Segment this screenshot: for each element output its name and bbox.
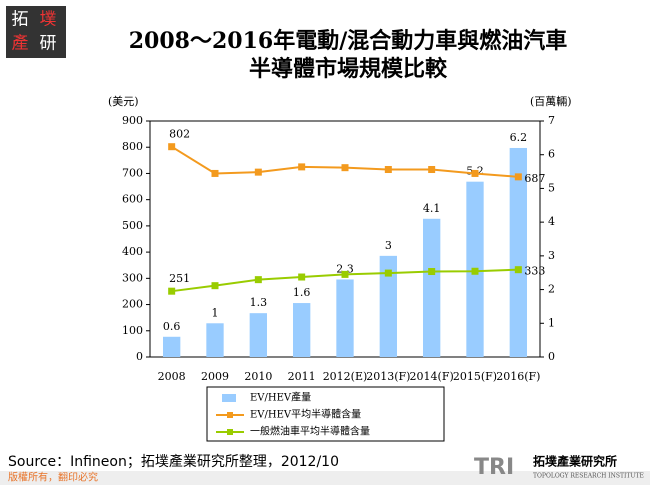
bar (293, 303, 311, 357)
point-label: 251 (169, 272, 190, 285)
logo-char: 產 (12, 34, 29, 54)
legend-label: EV/HEV產量 (250, 391, 311, 404)
bar (509, 147, 527, 357)
footer-bar (0, 471, 650, 485)
x-tick-label: 2016(F) (496, 370, 540, 383)
source: Source：Infineon；拓墣產業研究所整理，2012/10 (8, 453, 339, 470)
brand-name: 拓墣產業研究所 (533, 454, 617, 469)
chart-title: 半導體市場規模比較 (249, 56, 448, 82)
bar-label: 3 (385, 239, 392, 252)
bar (423, 218, 441, 357)
marker (168, 143, 176, 151)
marker (298, 273, 306, 281)
marker (254, 276, 262, 284)
point-label: 802 (169, 128, 190, 141)
marker (298, 163, 306, 171)
marker (514, 173, 522, 181)
marker (471, 169, 479, 177)
y-tick-label: 800 (122, 140, 143, 153)
y-tick-label: 100 (122, 324, 143, 337)
bar-label: 1 (212, 306, 219, 319)
y2-tick-label: 0 (548, 350, 555, 363)
bar-label: 1.6 (293, 286, 311, 299)
bar-label: 1.3 (250, 296, 268, 309)
chart-title: 2008～2016年電動/混合動力車與燃油汽車 (129, 28, 568, 54)
copyright: 版權所有，翻印必究 (8, 471, 98, 484)
legend-box (206, 386, 445, 442)
x-tick-label: 2012(E) (323, 370, 368, 383)
marker (428, 166, 436, 174)
x-tick-label: 2015(F) (453, 370, 497, 383)
brand-sub: TOPOLOGY RESEARCH INSTITUTE (533, 473, 644, 480)
legend-marker (227, 412, 233, 418)
y2-tick-label: 2 (548, 283, 555, 296)
logo-char: 拓 (12, 10, 29, 30)
y-tick-label: 500 (122, 219, 143, 232)
y-tick-label: 900 (122, 114, 143, 127)
logo-box (6, 6, 66, 58)
logo-char: 墣 (40, 10, 57, 30)
y2-tick-label: 3 (548, 249, 555, 262)
x-tick-label: 2014(F) (410, 370, 454, 383)
y2-tick-label: 7 (548, 114, 555, 127)
legend-swatch (222, 394, 236, 402)
bar (336, 279, 354, 357)
bar (379, 255, 397, 357)
y-tick-label: 600 (122, 193, 143, 206)
marker (341, 164, 349, 172)
y2-tick-label: 6 (548, 148, 555, 161)
marker (514, 266, 522, 274)
marker (428, 268, 436, 276)
x-tick-label: 2008 (158, 370, 186, 383)
bar-label: 4.1 (423, 202, 441, 215)
y-tick-label: 0 (136, 350, 143, 363)
y-tick-label: 700 (122, 166, 143, 179)
point-label: 687 (524, 172, 545, 185)
bar-label: 6.2 (510, 131, 528, 144)
bar (249, 313, 267, 357)
marker (211, 169, 219, 177)
bar-label: 0.6 (163, 320, 181, 333)
marker (254, 168, 262, 176)
bar-label: 2.3 (336, 262, 354, 275)
y2-axis-title: (百萬輛) (530, 94, 572, 108)
y-tick-label: 400 (122, 245, 143, 258)
bar (163, 336, 181, 357)
y-tick-label: 200 (122, 298, 143, 311)
marker (384, 166, 392, 174)
legend-label: EV/HEV平均半導體含量 (250, 408, 361, 421)
legend-marker (227, 429, 233, 435)
y2-tick-label: 1 (548, 316, 555, 329)
y-tick-label: 300 (122, 271, 143, 284)
legend-label: 一般燃油車平均半導體含量 (250, 425, 370, 438)
y2-tick-label: 5 (548, 181, 555, 194)
x-tick-label: 2010 (244, 370, 272, 383)
brand: TRI (474, 455, 514, 480)
marker (211, 282, 219, 290)
marker (341, 270, 349, 278)
bar (206, 323, 224, 357)
y2-tick-label: 4 (548, 215, 555, 228)
marker (168, 287, 176, 295)
marker (384, 269, 392, 277)
x-tick-label: 2011 (288, 370, 316, 383)
x-tick-label: 2013(F) (366, 370, 410, 383)
x-tick-label: 2009 (201, 370, 229, 383)
marker (471, 267, 479, 275)
y-axis-title: (美元) (108, 95, 139, 108)
logo-char: 研 (40, 34, 57, 54)
point-label: 333 (524, 265, 545, 278)
